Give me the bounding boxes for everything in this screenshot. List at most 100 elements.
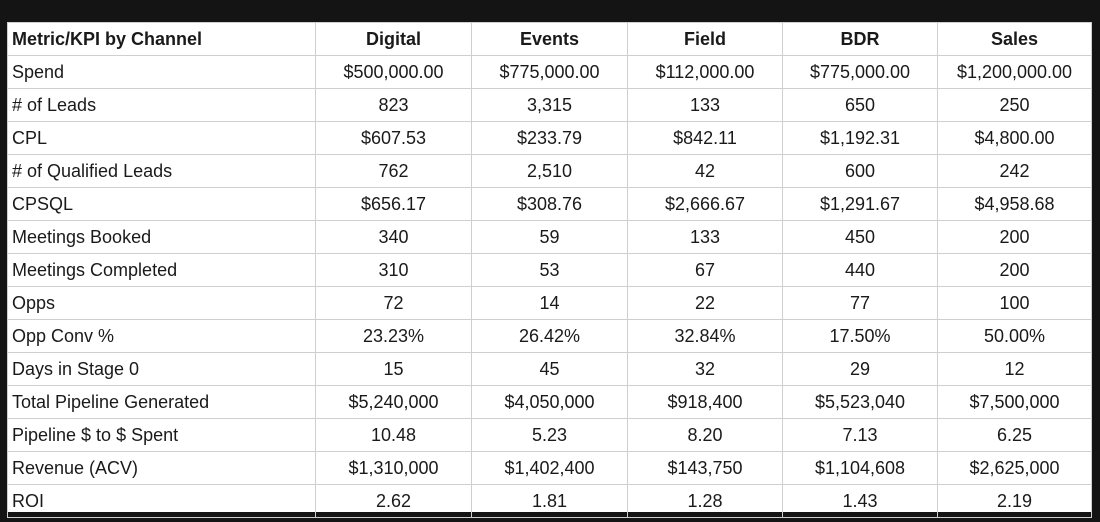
digital-cell: $5,240,000 <box>315 385 472 419</box>
column-header-events: Events <box>471 22 628 56</box>
field-cell: 133 <box>627 220 783 254</box>
metric-label: Total Pipeline Generated <box>7 385 316 419</box>
sales-cell: $7,500,000 <box>937 385 1092 419</box>
field-cell: 32.84% <box>627 319 783 353</box>
bdr-cell: 29 <box>782 352 938 386</box>
table-row: ROI 2.62 1.81 1.28 1.43 2.19 <box>7 484 1092 518</box>
sales-cell: 100 <box>937 286 1092 320</box>
metric-label: Meetings Completed <box>7 253 316 287</box>
sales-cell: 200 <box>937 253 1092 287</box>
metric-label: Opps <box>7 286 316 320</box>
events-cell: $1,402,400 <box>471 451 628 485</box>
digital-cell: $500,000.00 <box>315 55 472 89</box>
metric-label: Revenue (ACV) <box>7 451 316 485</box>
events-cell: 26.42% <box>471 319 628 353</box>
events-cell: 2,510 <box>471 154 628 188</box>
table-header-row: Metric/KPI by Channel Digital Events Fie… <box>7 22 1092 56</box>
table-row: Spend $500,000.00 $775,000.00 $112,000.00 $7… <box>7 55 1092 89</box>
bdr-cell: 440 <box>782 253 938 287</box>
bdr-cell: $5,523,040 <box>782 385 938 419</box>
bdr-cell: $1,192.31 <box>782 121 938 155</box>
table-row: Opps 72 14 22 77 100 <box>7 286 1092 320</box>
table-row: Meetings Completed 310 53 67 440 200 <box>7 253 1092 287</box>
table-row: Total Pipeline Generated $5,240,000 $4,050… <box>7 385 1092 419</box>
bdr-cell: 600 <box>782 154 938 188</box>
events-cell: 59 <box>471 220 628 254</box>
events-cell: 53 <box>471 253 628 287</box>
digital-cell: 2.62 <box>315 484 472 518</box>
bdr-cell: 77 <box>782 286 938 320</box>
events-cell: $233.79 <box>471 121 628 155</box>
events-cell: $308.76 <box>471 187 628 221</box>
metric-label: Spend <box>7 55 316 89</box>
field-cell: 8.20 <box>627 418 783 452</box>
sales-cell: 242 <box>937 154 1092 188</box>
field-cell: $112,000.00 <box>627 55 783 89</box>
field-cell: 22 <box>627 286 783 320</box>
table-row: Meetings Booked 340 59 133 450 200 <box>7 220 1092 254</box>
digital-cell: 10.48 <box>315 418 472 452</box>
sales-cell: 250 <box>937 88 1092 122</box>
metric-label: CPSQL <box>7 187 316 221</box>
field-cell: 133 <box>627 88 783 122</box>
bdr-cell: 7.13 <box>782 418 938 452</box>
table-row: Opp Conv % 23.23% 26.42% 32.84% 17.50% 50.00% <box>7 319 1092 353</box>
sales-cell: 50.00% <box>937 319 1092 353</box>
table-body: Spend $500,000.00 $775,000.00 $112,000.00 $7… <box>7 55 1092 518</box>
table-row: # of Leads 823 3,315 133 650 250 <box>7 88 1092 122</box>
table-row: CPL $607.53 $233.79 $842.11 $1,192.31 $4,800.… <box>7 121 1092 155</box>
sales-cell: $1,200,000.00 <box>937 55 1092 89</box>
table-row: # of Qualified Leads 762 2,510 42 600 242 <box>7 154 1092 188</box>
digital-cell: 310 <box>315 253 472 287</box>
metric-label: # of Qualified Leads <box>7 154 316 188</box>
field-cell: 42 <box>627 154 783 188</box>
field-cell: 32 <box>627 352 783 386</box>
bdr-cell: $775,000.00 <box>782 55 938 89</box>
events-cell: $775,000.00 <box>471 55 628 89</box>
bdr-cell: 650 <box>782 88 938 122</box>
field-cell: 67 <box>627 253 783 287</box>
field-cell: $2,666.67 <box>627 187 783 221</box>
column-header-sales: Sales <box>937 22 1092 56</box>
metric-label: Meetings Booked <box>7 220 316 254</box>
sales-cell: 200 <box>937 220 1092 254</box>
digital-cell: 72 <box>315 286 472 320</box>
column-header-metric: Metric/KPI by Channel <box>7 22 316 56</box>
sales-cell: 6.25 <box>937 418 1092 452</box>
sales-cell: 2.19 <box>937 484 1092 518</box>
events-cell: 14 <box>471 286 628 320</box>
field-cell: $918,400 <box>627 385 783 419</box>
bdr-cell: $1,104,608 <box>782 451 938 485</box>
metric-label: Opp Conv % <box>7 319 316 353</box>
field-cell: 1.28 <box>627 484 783 518</box>
field-cell: $143,750 <box>627 451 783 485</box>
events-cell: 45 <box>471 352 628 386</box>
digital-cell: 823 <box>315 88 472 122</box>
metric-label: CPL <box>7 121 316 155</box>
events-cell: 3,315 <box>471 88 628 122</box>
sales-cell: $4,800.00 <box>937 121 1092 155</box>
bdr-cell: 17.50% <box>782 319 938 353</box>
digital-cell: 762 <box>315 154 472 188</box>
digital-cell: 15 <box>315 352 472 386</box>
digital-cell: 340 <box>315 220 472 254</box>
table-row: Revenue (ACV) $1,310,000 $1,402,400 $143,75… <box>7 451 1092 485</box>
digital-cell: $607.53 <box>315 121 472 155</box>
events-cell: 5.23 <box>471 418 628 452</box>
sales-cell: $2,625,000 <box>937 451 1092 485</box>
kpi-table-frame: Metric/KPI by Channel Digital Events Fie… <box>7 22 1092 518</box>
sales-cell: 12 <box>937 352 1092 386</box>
table-row: Days in Stage 0 15 45 32 29 12 <box>7 352 1092 386</box>
digital-cell: $1,310,000 <box>315 451 472 485</box>
events-cell: $4,050,000 <box>471 385 628 419</box>
column-header-bdr: BDR <box>782 22 938 56</box>
table-row: CPSQL $656.17 $308.76 $2,666.67 $1,291.67 $4,… <box>7 187 1092 221</box>
sales-cell: $4,958.68 <box>937 187 1092 221</box>
bdr-cell: 1.43 <box>782 484 938 518</box>
table-row: Pipeline $ to $ Spent 10.48 5.23 8.20 7.13 6.… <box>7 418 1092 452</box>
bdr-cell: $1,291.67 <box>782 187 938 221</box>
field-cell: $842.11 <box>627 121 783 155</box>
digital-cell: $656.17 <box>315 187 472 221</box>
bdr-cell: 450 <box>782 220 938 254</box>
metric-label: Pipeline $ to $ Spent <box>7 418 316 452</box>
